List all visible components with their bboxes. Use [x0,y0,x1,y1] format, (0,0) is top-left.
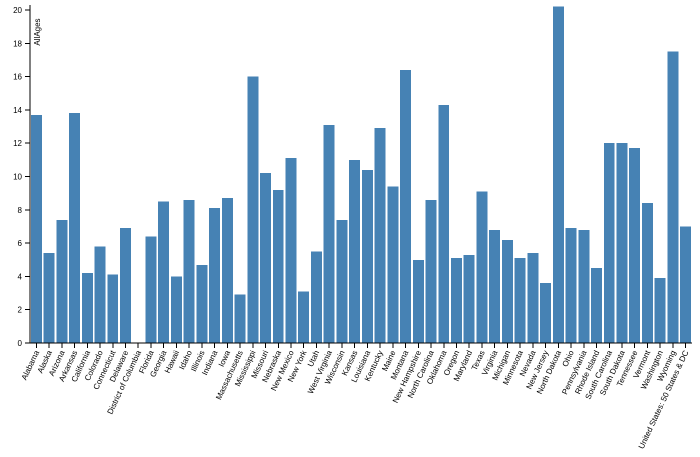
bar-oregon [451,258,462,343]
bar-north-carolina [425,199,437,343]
bar-kansas [349,159,361,343]
y-tick-label: 20 [13,6,22,15]
bar-alaska [43,253,55,343]
bar-united-states-50-states-dc [680,226,692,343]
bar-north-dakota [552,6,564,343]
bar-montana [400,69,412,343]
bar-indiana [209,208,221,343]
bar-missouri [260,173,271,343]
bar-rhode-island [591,268,602,343]
y-axis: 0 2 4 6 8 10 12 14 16 18 20 [13,5,31,348]
bar-maine [387,186,399,343]
bar-wisconsin [336,219,348,343]
y-tick-label: 4 [18,272,23,281]
bar-minnesota [514,258,526,343]
y-tick-label: 16 [13,73,22,82]
bar-south-carolina [603,143,615,343]
y-tick-label: 18 [13,39,22,48]
y-tick-label: 14 [13,106,22,115]
bar-south-dakota [616,143,628,343]
bar-alabama [30,114,42,344]
bar-new-mexico [285,158,297,343]
bar-arizona [56,219,68,343]
bar-kentucky [374,128,386,343]
bar-west-virginia [323,124,335,343]
bar-new-hampshire [412,259,424,343]
y-axis-label: AllAges [33,18,42,45]
bar-pennsylvania [578,229,590,343]
bar-wyoming [667,51,679,344]
y-tick-label: 0 [18,339,23,348]
y-tick-label: 10 [13,173,22,182]
bar-louisiana [361,169,373,343]
bar-delaware [120,228,131,343]
bar-massachusetts [234,294,246,343]
bar-arkansas [69,113,81,343]
y-tick-label: 6 [18,239,23,248]
plot-area: 0 2 4 6 8 10 12 14 16 18 20 AlabamaAlaskaArizonaAr… [13,5,692,450]
bar-virginia [489,229,501,343]
y-tick-label: 8 [18,206,23,215]
x-axis: AlabamaAlaskaArizonaArkansasCaliforniaCo… [20,342,692,450]
bar-ohio [565,228,577,343]
y-tick-label: 12 [13,139,22,148]
bar-nebraska [272,189,284,343]
bar-colorado [94,246,106,343]
bar-california [81,273,93,343]
bar-maryland [463,254,475,343]
bar-illinois [196,264,208,343]
bar-tennessee [629,148,641,343]
bars [30,6,692,344]
bar-vermont [641,203,653,343]
bar-utah [310,251,322,343]
bar-nevada [527,253,539,343]
bar-georgia [158,201,170,343]
bar-idaho [183,199,195,343]
bar-florida [145,236,157,343]
bar-iowa [221,198,233,343]
bar-oklahoma [438,104,450,344]
bar-texas [476,191,488,343]
bar-hawaii [170,276,182,343]
bar-new-jersey [540,283,552,343]
bar-new-york [298,291,310,343]
bar-connecticut [107,274,119,343]
bar-mississippi [247,76,259,343]
y-tick-label: 2 [18,306,23,315]
bar-michigan [501,239,513,343]
bar-washington [654,278,666,343]
